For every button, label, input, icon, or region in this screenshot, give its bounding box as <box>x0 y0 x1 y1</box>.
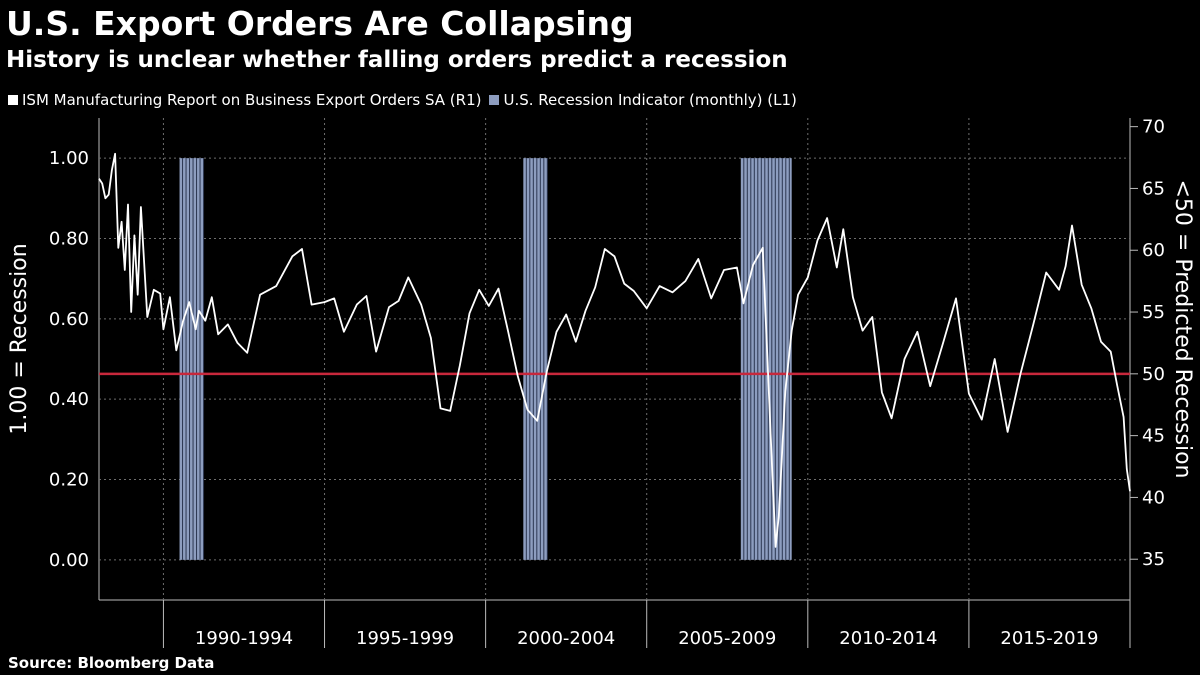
x-category-label: 2010-2014 <box>839 628 937 649</box>
recession-bar <box>740 158 792 560</box>
x-category-label: 1995-1999 <box>356 628 454 649</box>
right-axis-title: <50 = Predicted Recession <box>1170 179 1195 478</box>
x-category-label: 2000-2004 <box>517 628 615 649</box>
right-tick-label: 40 <box>1142 487 1165 508</box>
right-tick-label: 45 <box>1142 426 1165 447</box>
right-tick-label: 50 <box>1142 364 1165 385</box>
right-tick-label: 65 <box>1142 178 1165 199</box>
right-tick-label: 35 <box>1142 549 1165 570</box>
legend-swatch-ism <box>8 95 18 105</box>
source-note: Source: Bloomberg Data <box>8 654 215 672</box>
left-tick-label: 0.60 <box>49 309 89 330</box>
chart-title: U.S. Export Orders Are Collapsing <box>6 4 634 43</box>
left-tick-label: 1.00 <box>49 148 89 169</box>
ism-export-orders-line <box>98 152 1131 548</box>
right-tick-label: 55 <box>1142 302 1165 323</box>
left-tick-label: 0.20 <box>49 470 89 491</box>
x-category-label: 2005-2009 <box>678 628 776 649</box>
left-tick-label: 0.00 <box>49 550 89 571</box>
chart-subtitle: History is unclear whether falling order… <box>6 47 788 73</box>
x-category-label: 1990-1994 <box>195 628 293 649</box>
legend-label-ism: ISM Manufacturing Report on Business Exp… <box>22 91 482 109</box>
legend-item-ism: ISM Manufacturing Report on Business Exp… <box>8 88 481 112</box>
left-axis-title: 1.00 = Recession <box>7 243 32 434</box>
chart-legend: ISM Manufacturing Report on Business Exp… <box>8 88 805 112</box>
right-tick-label: 70 <box>1142 117 1165 138</box>
left-tick-label: 0.80 <box>49 229 89 250</box>
legend-swatch-recession <box>489 95 500 105</box>
legend-label-recession: U.S. Recession Indicator (monthly) (L1) <box>503 91 797 109</box>
left-tick-label: 0.40 <box>49 389 89 410</box>
legend-item-recession: U.S. Recession Indicator (monthly) (L1) <box>489 88 797 112</box>
x-category-label: 2015-2019 <box>1000 628 1098 649</box>
right-tick-label: 60 <box>1142 240 1165 261</box>
